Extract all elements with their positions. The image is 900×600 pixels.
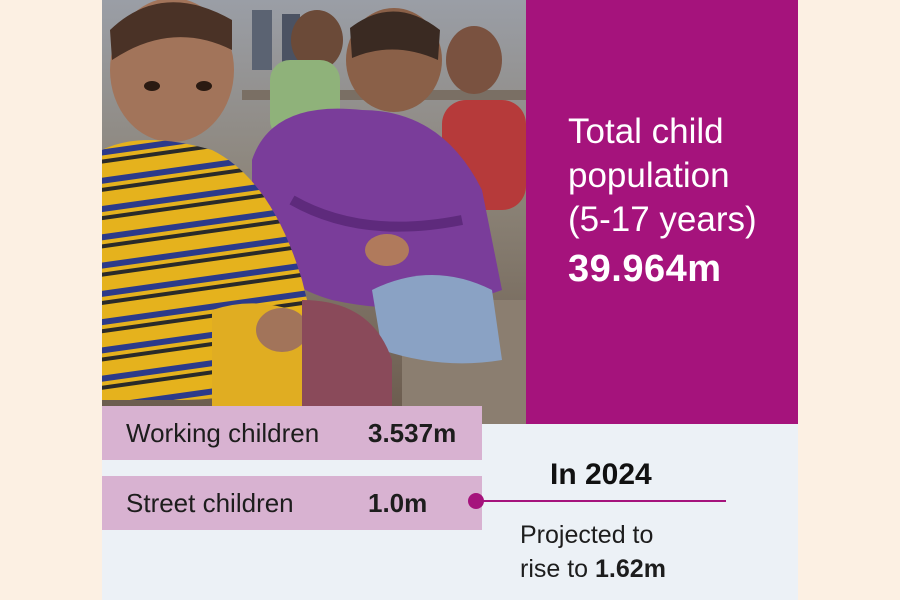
projection-year: In 2024 (550, 458, 652, 491)
children-photo-illustration (102, 0, 526, 424)
projection-line-2-prefix: rise to (520, 555, 596, 583)
projection-value: 1.62m (595, 555, 666, 583)
children-photo (102, 0, 526, 424)
projection-connector-line (476, 500, 726, 502)
street-children-row: Street children 1.0m (102, 476, 482, 530)
street-children-value: 1.0m (368, 487, 428, 518)
street-children-label: Street children (126, 487, 294, 518)
total-population-value: 39.964m (568, 248, 722, 290)
total-population-label-line: (5-17 years) (568, 200, 757, 239)
infographic-panel: Total child population (5-17 years) 39.9… (102, 0, 798, 600)
projection-line-1: Projected to (520, 521, 654, 549)
working-children-value: 3.537m (368, 417, 457, 448)
projection-text: Projected to rise to 1.62m (520, 518, 666, 586)
working-children-label: Working children (126, 417, 320, 448)
total-population-label: Total child population (5-17 years) (568, 110, 798, 242)
total-population-label-line: Total child (568, 112, 724, 151)
working-children-row: Working children 3.537m (102, 406, 482, 460)
projection-line-2: rise to 1.62m (520, 552, 666, 586)
total-population-label-line: population (568, 156, 730, 195)
headline-stat-box (526, 0, 798, 424)
projection-connector-dot (468, 493, 484, 509)
